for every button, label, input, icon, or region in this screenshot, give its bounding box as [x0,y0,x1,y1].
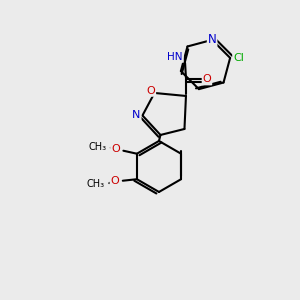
Text: CH₃: CH₃ [87,179,105,189]
Text: N: N [132,110,141,121]
Text: Cl: Cl [233,53,244,63]
Text: O: O [110,176,119,186]
Text: CH₃: CH₃ [89,142,107,152]
Text: HN: HN [167,52,183,62]
Text: O: O [146,86,155,96]
Text: O: O [111,144,120,154]
Text: O: O [202,74,211,85]
Text: N: N [208,33,217,46]
